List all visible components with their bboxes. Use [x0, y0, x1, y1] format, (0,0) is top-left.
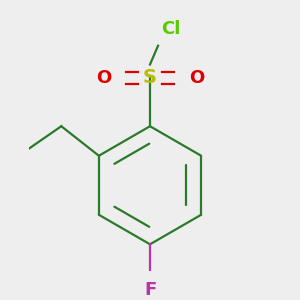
Text: S: S: [143, 68, 157, 87]
Text: O: O: [189, 69, 204, 87]
Text: O: O: [96, 69, 111, 87]
Text: F: F: [144, 280, 156, 298]
Text: Cl: Cl: [161, 20, 180, 38]
